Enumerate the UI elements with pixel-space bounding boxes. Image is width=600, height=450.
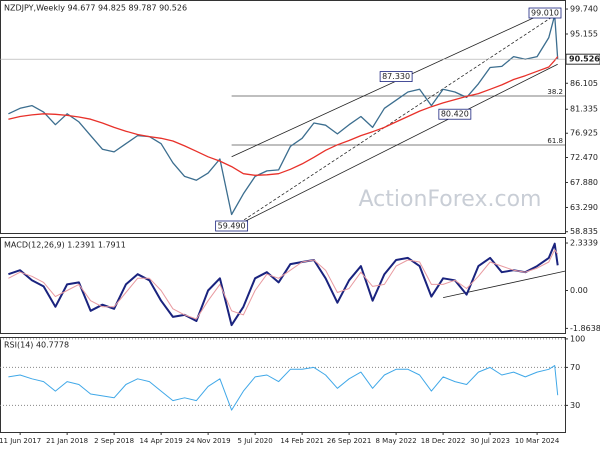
annotation-box xyxy=(215,220,249,232)
last-price-box xyxy=(565,53,600,65)
x-tick-label: 18 Dec 2022 xyxy=(421,437,466,445)
annotation-box xyxy=(528,7,562,19)
y-tick-label: 72.470 xyxy=(570,153,598,162)
x-tick-label: 30 Jul 2023 xyxy=(470,437,510,445)
x-tick-label: 11 Jun 2017 xyxy=(0,437,41,445)
watermark: ActionForex.com xyxy=(359,187,542,212)
series-line xyxy=(8,365,559,411)
annotation-box xyxy=(438,108,472,120)
x-tick-label: 10 Mar 2024 xyxy=(515,437,560,445)
series-line xyxy=(8,56,559,176)
panel-title: MACD(12,26,9) 1.2391 1.7911 xyxy=(4,241,126,250)
y-tick-label: 30 xyxy=(570,401,580,410)
panel-title: NZDJPY,Weekly 94.677 94.825 89.787 90.52… xyxy=(4,4,187,13)
panel-title: RSI(14) 40.7778 xyxy=(4,341,69,350)
x-tick-label: 5 Jul 2020 xyxy=(238,437,273,445)
y-tick-label: 99.740 xyxy=(570,5,598,14)
trendline xyxy=(231,14,555,229)
y-tick-label: 0.00 xyxy=(570,286,588,295)
series-line xyxy=(8,249,559,320)
fib-label: 61.8 xyxy=(547,137,563,145)
annotation-label: 59.490 xyxy=(218,222,246,231)
x-tick-label: 26 Sep 2021 xyxy=(327,437,371,445)
series-line xyxy=(8,242,559,327)
panel-frame xyxy=(0,337,566,433)
y-tick-label: 76.925 xyxy=(570,129,598,138)
x-tick-label: 2 Sep 2018 xyxy=(94,437,134,445)
panel-frame xyxy=(0,237,566,334)
trendline xyxy=(443,270,566,299)
last-price-label: 90.526 xyxy=(569,55,600,64)
x-tick-label: 8 May 2022 xyxy=(376,437,417,445)
x-tick-label: 14 Feb 2021 xyxy=(280,437,324,445)
x-tick-label: 14 Apr 2019 xyxy=(139,437,182,445)
panel-frame xyxy=(0,0,566,234)
y-tick-label: 63.290 xyxy=(570,203,598,212)
annotation-label: 99.010 xyxy=(531,9,559,18)
y-tick-label: 100 xyxy=(570,334,585,343)
x-tick-label: 21 Jan 2018 xyxy=(46,437,88,445)
annotation-box xyxy=(379,71,413,82)
x-tick-label: 24 Nov 2019 xyxy=(186,437,231,445)
y-tick-label: 58.835 xyxy=(570,227,598,236)
y-tick-label: -1.8638 xyxy=(570,324,600,333)
y-tick-label: 2.3339 xyxy=(570,239,598,248)
trendline xyxy=(231,7,555,158)
y-tick-label: 70 xyxy=(570,363,580,372)
fib-label: 38.2 xyxy=(547,88,563,96)
y-tick-label: 81.335 xyxy=(570,105,598,114)
series-line xyxy=(8,14,559,216)
y-tick-label: 67.880 xyxy=(570,178,598,187)
y-tick-label: 95.155 xyxy=(570,29,598,38)
trendline xyxy=(231,63,558,229)
y-tick-label: 86.105 xyxy=(570,79,598,88)
annotation-label: 80.420 xyxy=(441,110,469,119)
annotation-label: 87.330 xyxy=(382,72,410,81)
